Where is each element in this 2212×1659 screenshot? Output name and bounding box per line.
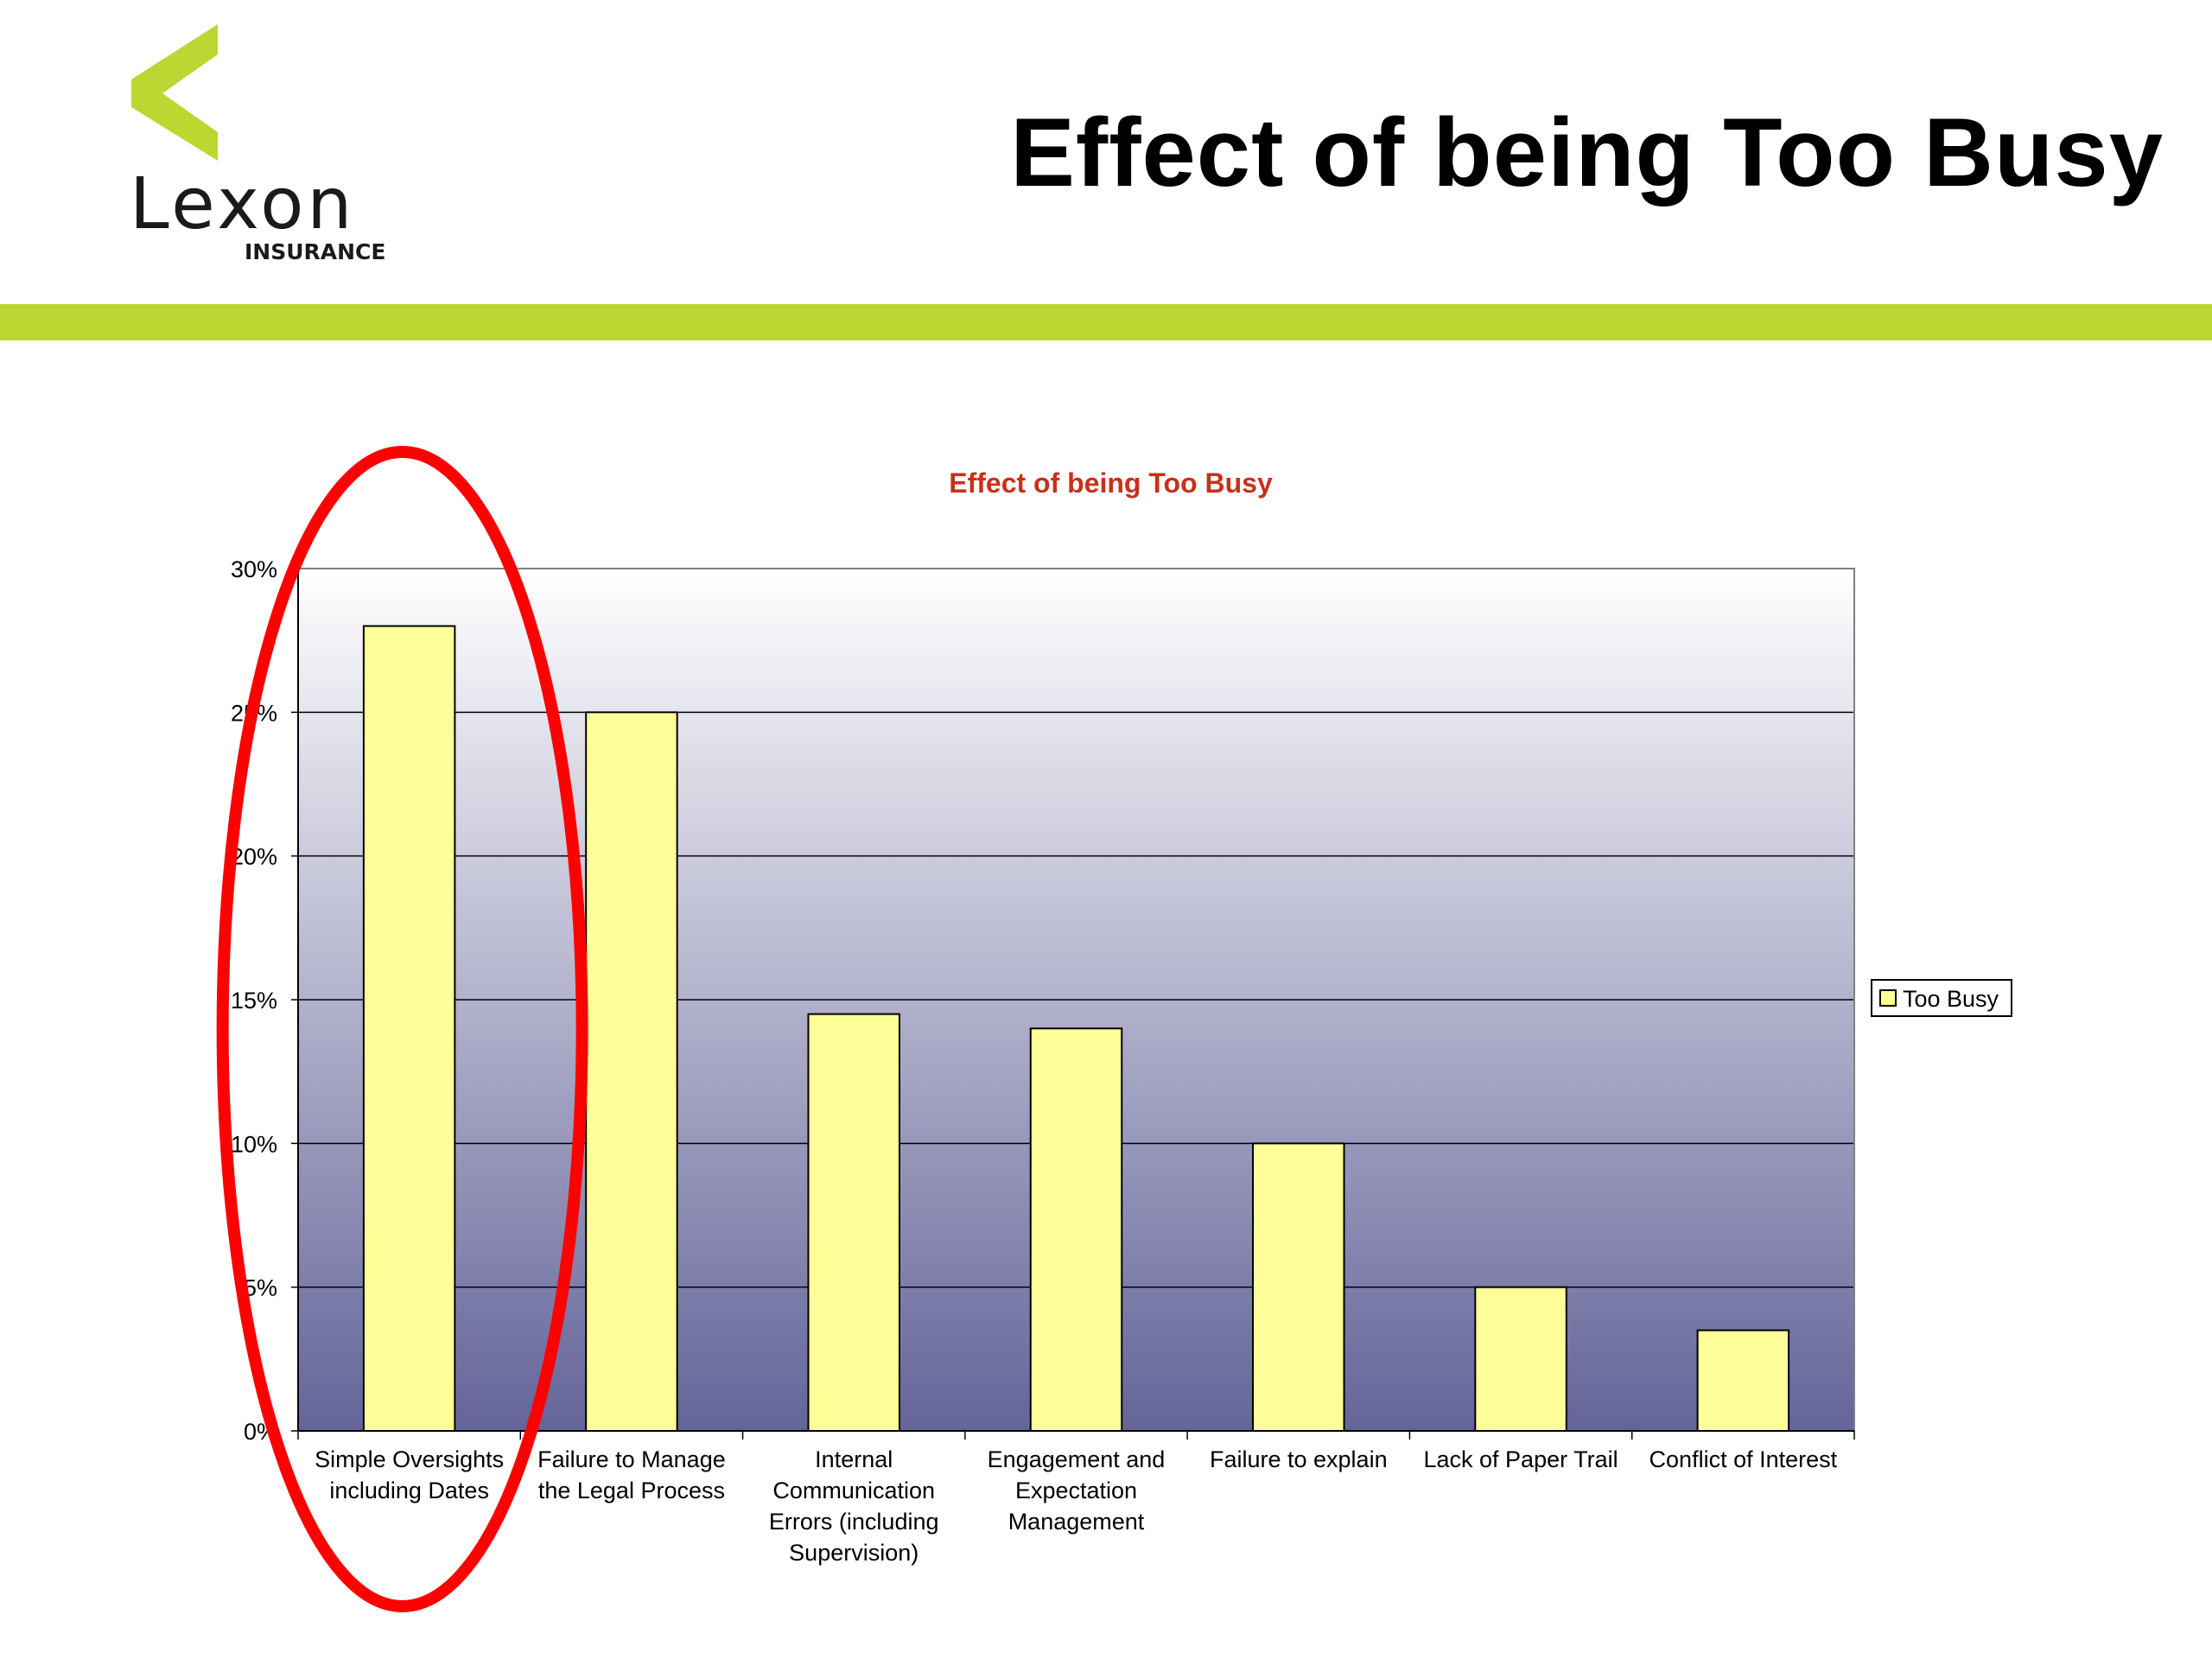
- bar: [362, 625, 456, 1432]
- x-tick-label: Failure to explain: [1210, 1446, 1388, 1472]
- bar: [585, 711, 678, 1433]
- legend-label: Too Busy: [1903, 986, 1999, 1012]
- bar: [1474, 1286, 1567, 1432]
- accent-band: [0, 304, 2212, 340]
- y-tick-label: 30%: [231, 556, 277, 582]
- chart-title: Effect of being Too Busy: [949, 467, 1273, 499]
- y-tick-label: 15%: [231, 988, 277, 1014]
- x-tick-label: Internal Communication Errors (including Su…: [769, 1446, 939, 1566]
- y-tick-label: 10%: [231, 1131, 277, 1157]
- bar: [807, 1013, 900, 1433]
- x-tick-label: Conflict of Interest: [1649, 1446, 1838, 1472]
- x-tick-label: Lack of Paper Trail: [1424, 1446, 1618, 1472]
- logo-subtitle: INSURANCE: [245, 239, 385, 264]
- bar: [1252, 1142, 1345, 1432]
- x-tick-label: Failure to Manage the Legal Process: [537, 1446, 726, 1503]
- x-tick-label: Engagement and Expectation Management: [988, 1446, 1166, 1535]
- x-tick-label: Simple Oversights including Dates: [315, 1446, 504, 1503]
- page-title: Effect of being Too Busy: [1010, 99, 2164, 207]
- y-tick-label: 20%: [231, 844, 277, 870]
- chevron-logo-icon: [131, 24, 218, 161]
- bar: [1029, 1027, 1123, 1432]
- bar-chart: Effect of being Too Busy0%5%10%15%20%25%…: [216, 446, 2012, 1612]
- logo-wordmark: Lexon: [130, 163, 355, 245]
- y-tick-label: 5%: [244, 1275, 277, 1301]
- legend: Too Busy: [1871, 979, 2012, 1017]
- lexon-logo: Lexon INSURANCE: [130, 24, 385, 264]
- legend-swatch: [1879, 989, 1897, 1007]
- bar: [1696, 1329, 1790, 1432]
- highlight-ellipse: [216, 446, 588, 1612]
- slide-header: Lexon INSURANCE Effect of being Too Busy: [0, 0, 2212, 346]
